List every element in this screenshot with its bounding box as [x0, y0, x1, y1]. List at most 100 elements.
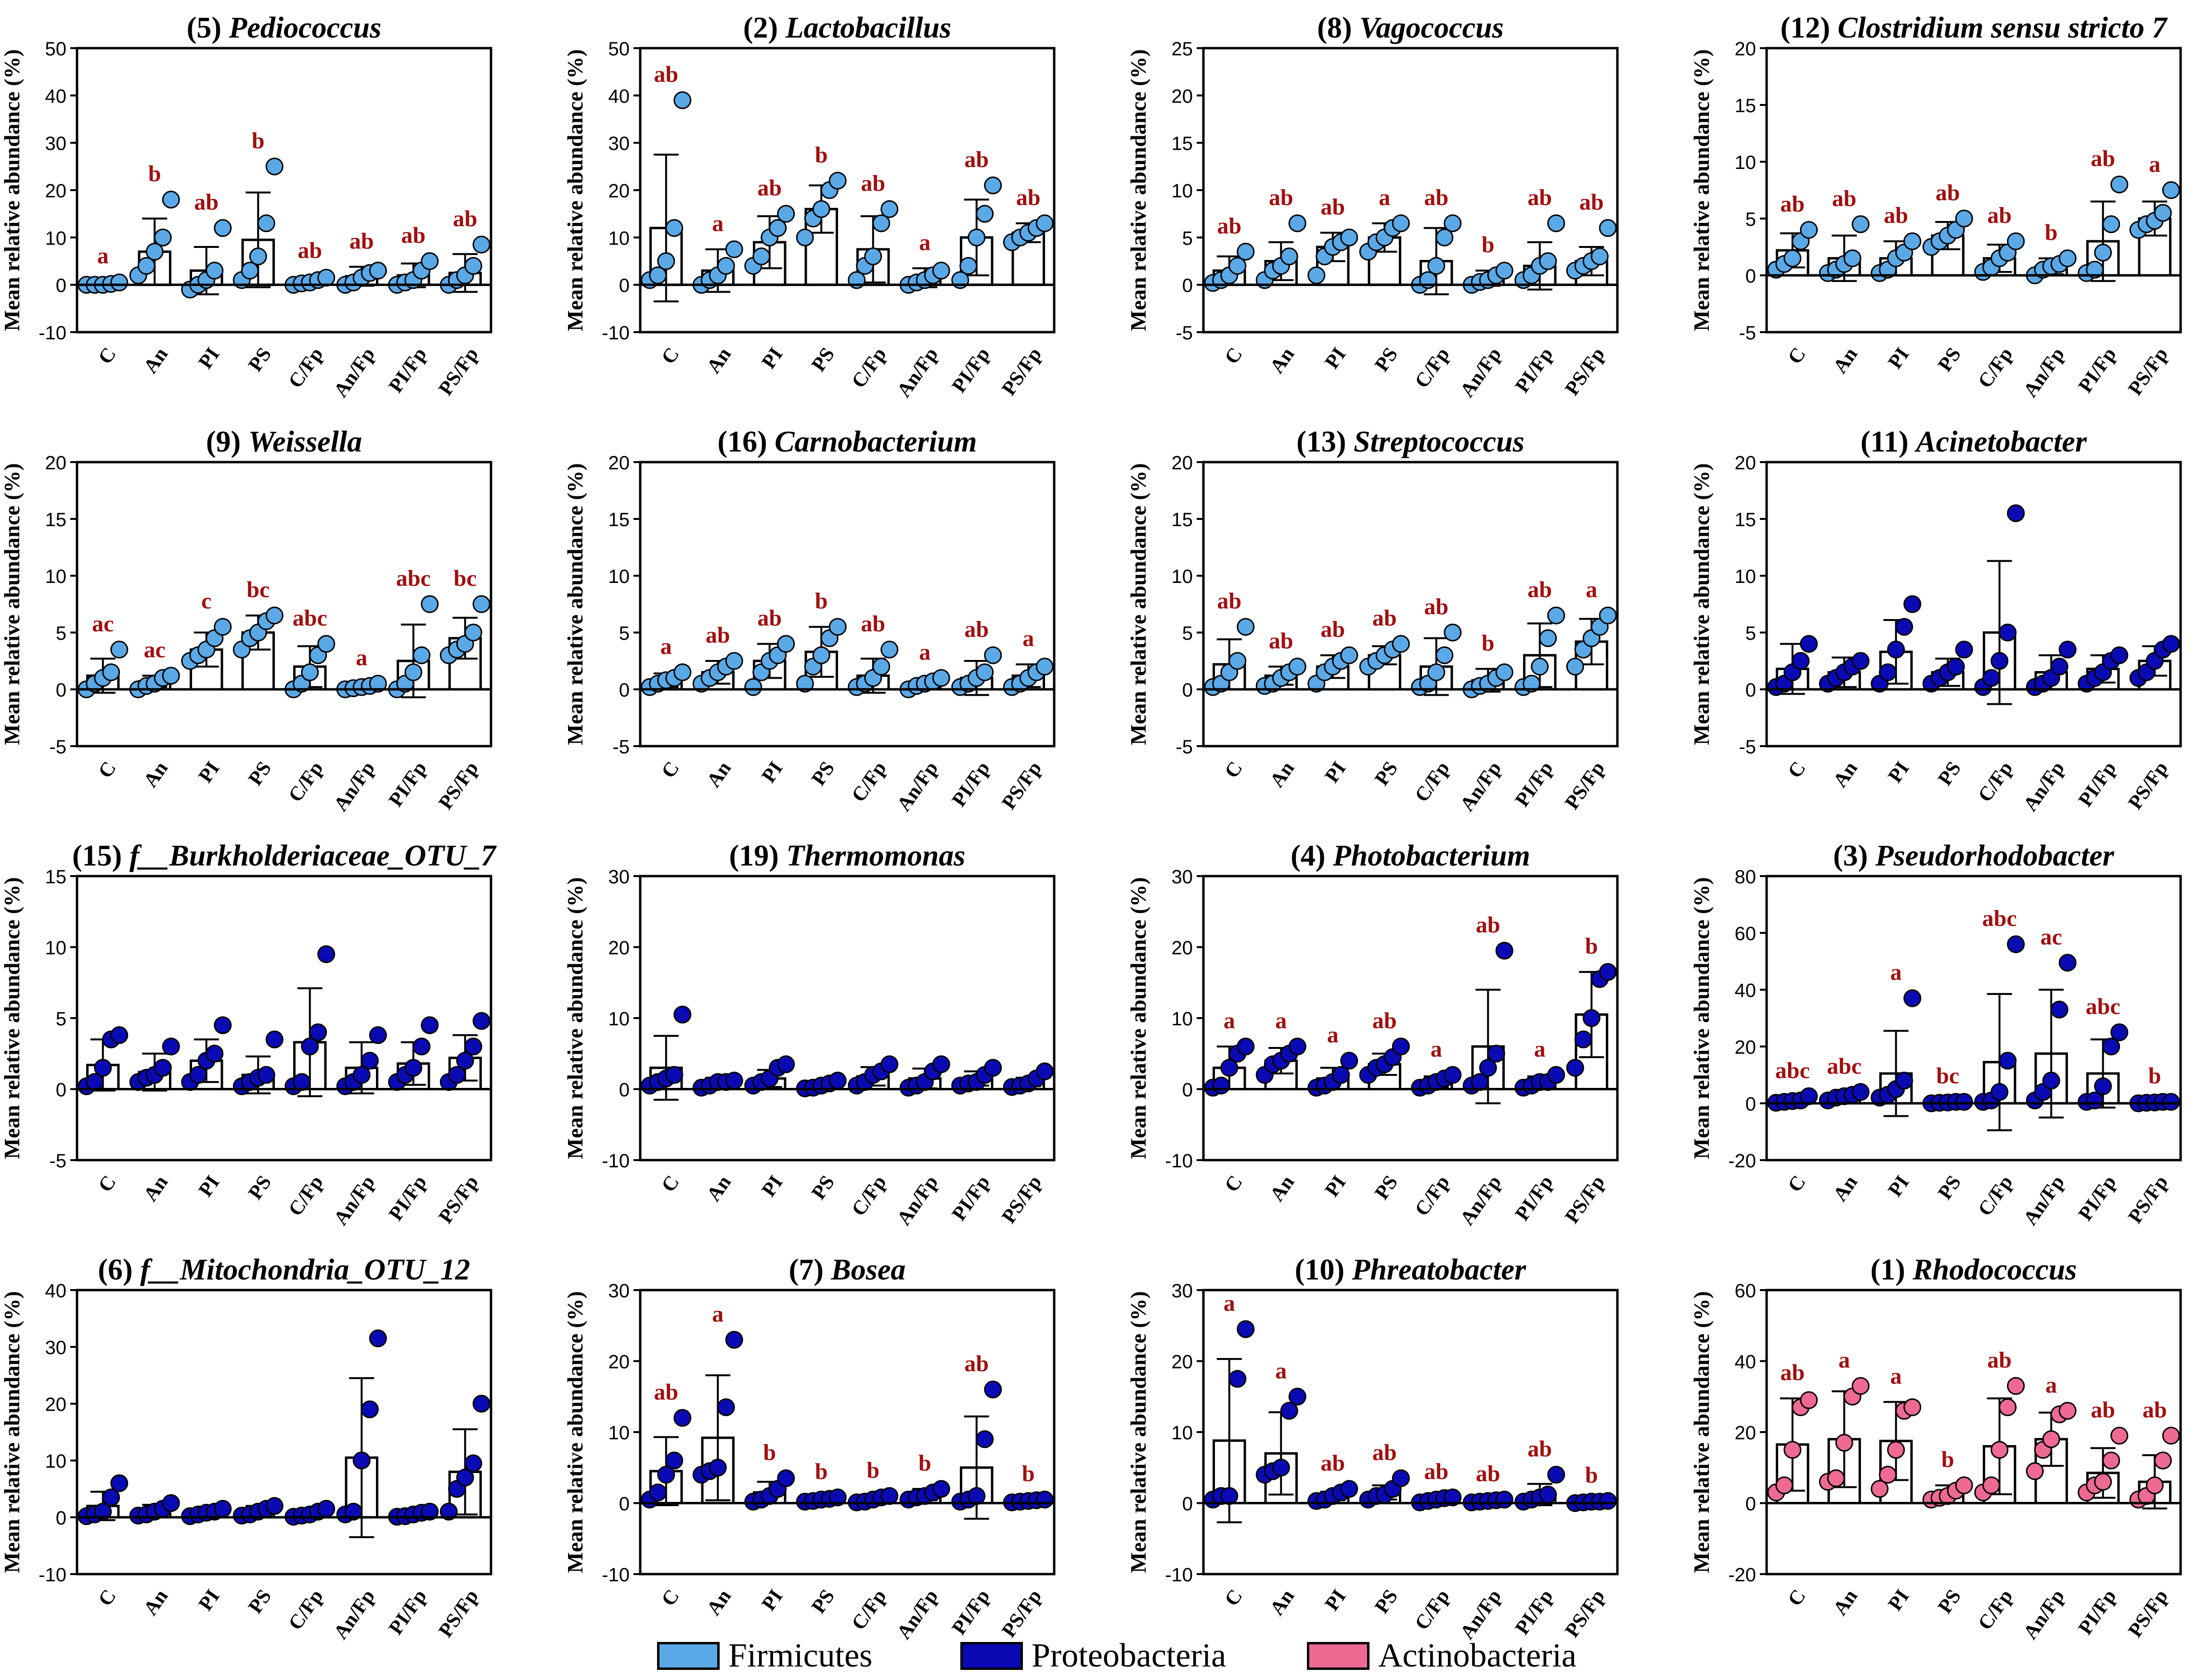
x-tick-label: An [703, 1172, 736, 1205]
data-point [2086, 260, 2104, 279]
data-point [709, 1459, 727, 1477]
x-tick-label: PS/Fp [434, 344, 483, 400]
chart-title-number: (4) [1291, 840, 1333, 872]
x-tick-label: C/Fp [1974, 758, 2017, 806]
data-point [145, 243, 164, 261]
data-point [2102, 1451, 2120, 1470]
significance-letter: a [1327, 1022, 1339, 1048]
y-tick-label: 0 [1182, 1494, 1193, 1515]
y-tick-label: 0 [1182, 680, 1193, 701]
significance-letter: ab [401, 223, 426, 248]
x-tick-label: PI [1884, 344, 1914, 373]
plot-frame [1765, 875, 2182, 1162]
data-point [657, 1466, 675, 1484]
significance-letter: b [866, 1458, 879, 1483]
y-tick-label: 0 [56, 680, 66, 701]
data-point [265, 1030, 284, 1048]
x-tick-label: PS/Fp [2124, 758, 2172, 814]
data-point [472, 235, 491, 254]
chart-pseudorhodobacter: (3) Pseudorhodobacter Mean relative abund… [1689, 840, 2182, 1229]
y-tick-label: 15 [1735, 95, 1757, 116]
chart-title: (12) Clostridium sensu stricto 7 [1781, 12, 2169, 44]
x-tick-label: An/Fp [330, 1172, 379, 1229]
data-point [448, 1066, 466, 1084]
data-point [1547, 214, 1565, 233]
chart-title-number: (19) [729, 840, 787, 872]
significance-letter: a [660, 634, 672, 659]
x-tick-label: An/Fp [893, 758, 943, 815]
data-point [984, 176, 1002, 194]
chart-title-number: (3) [1833, 840, 1875, 872]
data-point [1288, 1037, 1306, 1056]
chart-title-number: (11) [1860, 426, 1916, 458]
data-point [301, 663, 319, 682]
data-point [1340, 646, 1358, 664]
x-tick-label: An/Fp [1456, 1172, 1506, 1229]
x-tick-label: PI [1321, 1586, 1351, 1615]
data-point [1392, 1469, 1410, 1487]
data-point [725, 1331, 743, 1349]
data-point [1035, 1490, 1054, 1509]
data-point [2094, 244, 2112, 262]
data-point [1479, 1059, 1497, 1077]
y-tick-label: 10 [45, 566, 67, 587]
chart-title-name: Thermomonas [786, 840, 965, 872]
x-tick-label: An [703, 758, 736, 791]
y-tick-label: 10 [1735, 152, 1757, 173]
data-point [959, 257, 978, 275]
data-point [1444, 1066, 1462, 1084]
significance-letter: a [1838, 1347, 1850, 1373]
y-tick-label: -20 [1728, 1564, 1756, 1586]
x-tick-label: C [94, 758, 120, 782]
chart-title: (11) Acinetobacter [1860, 426, 2087, 458]
x-tick-label: PI [194, 1586, 224, 1615]
data-point [2145, 1476, 2164, 1495]
plot-frame [1202, 875, 1619, 1162]
x-tick-label: PS/Fp [1561, 758, 1609, 814]
x-tick-label: C/Fp [1974, 1586, 2017, 1634]
data-point [1340, 1480, 1358, 1498]
x-tick-label: PS/Fp [997, 1172, 1046, 1228]
y-tick-label: 30 [45, 133, 67, 155]
x-tick-label: PI [1884, 758, 1914, 787]
x-tick-label: PS/Fp [997, 344, 1046, 400]
y-tick-label: 20 [608, 452, 630, 474]
data-point [301, 1037, 319, 1056]
y-tick-label: 20 [45, 181, 67, 202]
significance-letter: ab [964, 147, 989, 172]
legend-swatch-proteobacteria [960, 1642, 1023, 1670]
chart-carnobacterium: (16) Carnobacterium Mean relative abundan… [563, 426, 1056, 815]
y-tick-label: 10 [608, 1422, 630, 1444]
data-point [673, 663, 692, 682]
data-point [369, 1329, 387, 1347]
data-point [456, 1052, 474, 1070]
data-point [1539, 1486, 1557, 1504]
significance-letter: ab [1016, 185, 1041, 210]
y-tick-label: -10 [39, 323, 66, 344]
data-point [1340, 1052, 1358, 1070]
y-axis-label: Mean relative abundance (%) [1689, 877, 1714, 1159]
significance-letter: ab [757, 606, 782, 631]
y-tick-label: -10 [602, 1564, 630, 1586]
data-point [1212, 1076, 1230, 1095]
chart-title-name: Lactobacillus [785, 12, 951, 44]
x-tick-label: PS [1934, 758, 1965, 790]
data-point [976, 663, 994, 682]
data-point [1237, 1320, 1255, 1338]
data-point [2050, 1000, 2068, 1019]
x-tick-label: PS/Fp [434, 758, 483, 814]
x-tick-label: PS [807, 344, 839, 376]
significance-letter: b [815, 588, 828, 614]
x-tick-label: C [94, 344, 120, 368]
y-tick-label: 10 [608, 1008, 630, 1030]
x-tick-label: PS/Fp [1561, 1172, 1609, 1228]
data-point [2026, 1462, 2044, 1480]
data-point [162, 667, 180, 685]
data-point [1783, 249, 1802, 268]
data-point [1990, 652, 2009, 670]
x-tick-label: PI [194, 1172, 224, 1201]
significance-letter: abc [1775, 1058, 1810, 1083]
data-point [673, 91, 692, 109]
significance-letter: bc [1936, 1063, 1959, 1088]
y-tick-label: 5 [1182, 623, 1193, 644]
